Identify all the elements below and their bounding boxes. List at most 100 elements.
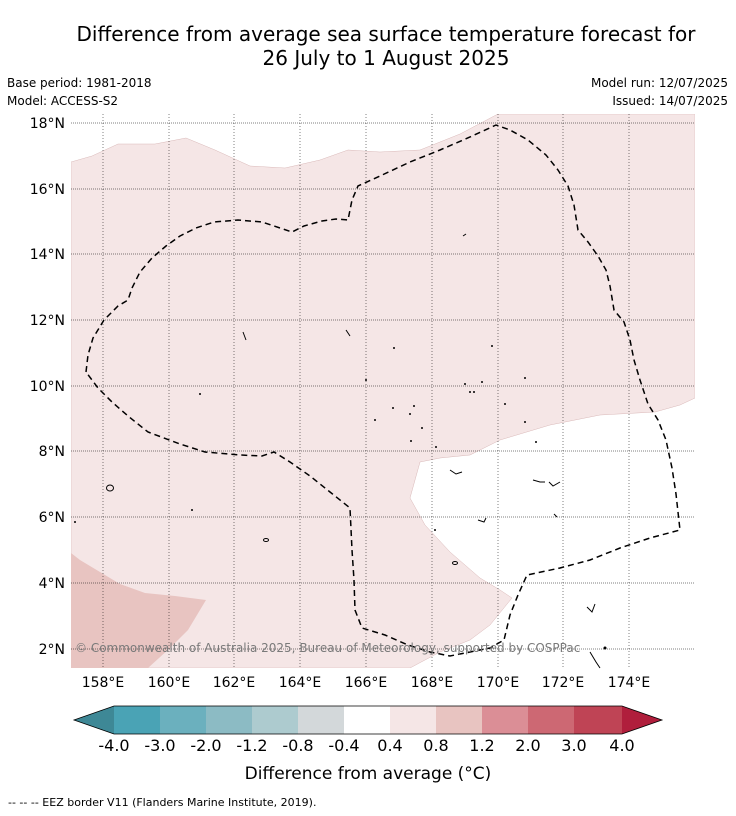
colorbar-segment	[528, 706, 574, 734]
island-dot	[421, 427, 423, 429]
island-outline	[548, 481, 561, 487]
colorbar-tick-label: 1.2	[469, 736, 495, 755]
lat-label: 18°N	[30, 116, 65, 132]
colorbar-tick-label: -0.4	[328, 736, 360, 755]
island-dot	[535, 441, 537, 443]
island-dot	[491, 345, 493, 347]
longitude-gridlines	[102, 114, 630, 668]
eez-footer-note: -- -- -- EEZ border V11 (Flanders Marine…	[8, 796, 317, 809]
island-dot	[413, 405, 415, 407]
island-outline	[553, 513, 558, 518]
island-dot	[603, 646, 607, 650]
lat-label: 2°N	[39, 642, 65, 658]
title-line-2: 26 July to 1 August 2025	[262, 46, 510, 70]
island-outline	[449, 469, 463, 475]
island-dot	[469, 391, 471, 393]
lat-label: 14°N	[30, 247, 65, 263]
lon-label: 168°E	[411, 675, 454, 691]
chart-title: Difference from average sea surface temp…	[38, 22, 734, 70]
island-dot	[481, 381, 483, 383]
colorbar-tick-label: 3.0	[561, 736, 587, 755]
island-outline	[242, 331, 247, 341]
anomaly-region-light-warm	[71, 114, 695, 668]
lat-label: 8°N	[39, 444, 65, 460]
island-dot	[199, 393, 201, 395]
island-outline	[263, 538, 269, 542]
island-dot	[393, 347, 395, 349]
island-dot	[434, 529, 436, 531]
latitude-labels: 18°N 16°N 14°N 12°N 10°N 8°N 6°N 4°N 2°N	[30, 116, 65, 658]
island-outline	[532, 479, 545, 483]
island-outline	[586, 603, 596, 613]
colorbar-segment	[114, 706, 160, 734]
colorbar-tick-label: -1.2	[236, 736, 268, 755]
colorbar-segment	[390, 706, 436, 734]
colorbar-outline	[72, 705, 664, 735]
longitude-labels: 158°E 160°E 162°E 164°E 166°E 168°E 170°…	[82, 675, 651, 691]
map-plot-area: © Commonwealth of Australia 2025, Bureau…	[71, 114, 695, 669]
lon-label: 172°E	[542, 675, 585, 691]
colorbar-tick-label: 0.4	[377, 736, 403, 755]
lat-label: 10°N	[30, 379, 65, 395]
island-dot	[524, 377, 526, 379]
lon-label: 166°E	[345, 675, 388, 691]
lon-label: 160°E	[148, 675, 191, 691]
island-outlines	[106, 233, 601, 669]
model-run-text: Model run: 12/07/2025	[590, 76, 728, 90]
island-dot	[504, 403, 506, 405]
colorbar-segment	[252, 706, 298, 734]
meta-right: Model run: 12/07/2025 Issued: 14/07/2025	[591, 74, 728, 110]
colorbar-over-arrow	[622, 706, 662, 734]
lon-label: 170°E	[477, 675, 520, 691]
lat-label: 16°N	[30, 182, 65, 198]
island-outline	[452, 561, 458, 565]
colorbar-under-arrow	[74, 706, 114, 734]
lon-label: 164°E	[279, 675, 322, 691]
lat-label: 6°N	[39, 510, 65, 526]
colorbar-segment	[206, 706, 252, 734]
lon-label: 158°E	[82, 675, 125, 691]
colorbar-segment	[160, 706, 206, 734]
island-dot	[435, 446, 437, 448]
island-outline	[477, 517, 487, 523]
island-dot	[409, 413, 411, 415]
island-dot	[74, 521, 76, 523]
island-dot	[374, 419, 376, 421]
colorbar-segment	[574, 706, 622, 734]
lat-label: 4°N	[39, 576, 65, 592]
colorbar-tick-label: -4.0	[98, 736, 130, 755]
anomaly-region-warm	[71, 553, 206, 668]
copyright-text: © Commonwealth of Australia 2025, Bureau…	[75, 641, 580, 655]
island-outline	[106, 484, 114, 492]
island-dot	[392, 407, 394, 409]
lat-label: 12°N	[30, 313, 65, 329]
island-dots	[74, 345, 607, 650]
colorbar-tick-label: 2.0	[515, 736, 541, 755]
colorbar-tick-label: 0.8	[423, 736, 449, 755]
island-dot	[410, 440, 412, 442]
meta-left: Base period: 1981-2018 Model: ACCESS-S2	[7, 74, 152, 110]
latitude-gridlines	[71, 122, 695, 650]
issued-text: Issued: 14/07/2025	[612, 94, 728, 108]
colorbar-segment	[344, 706, 390, 734]
colorbar-tick-label: -3.0	[144, 736, 176, 755]
colorbar-tick-label: -0.8	[282, 736, 314, 755]
base-period-text: Base period: 1981-2018	[7, 76, 152, 90]
island-dot	[524, 421, 526, 423]
island-dot	[191, 509, 193, 511]
island-dot	[464, 383, 466, 385]
colorbar-segment	[482, 706, 528, 734]
colorbar	[72, 705, 664, 735]
title-line-1: Difference from average sea surface temp…	[76, 22, 696, 46]
colorbar-label: Difference from average (°C)	[244, 764, 492, 784]
colorbar-tick-label: -2.0	[190, 736, 222, 755]
colorbar-segment	[436, 706, 482, 734]
eez-border	[85, 124, 681, 657]
lon-label: 162°E	[213, 675, 256, 691]
colorbar-tick-label: 4.0	[609, 736, 635, 755]
island-dot	[473, 391, 475, 393]
colorbar-segment	[298, 706, 344, 734]
island-outline	[462, 233, 467, 237]
model-text: Model: ACCESS-S2	[7, 94, 119, 108]
